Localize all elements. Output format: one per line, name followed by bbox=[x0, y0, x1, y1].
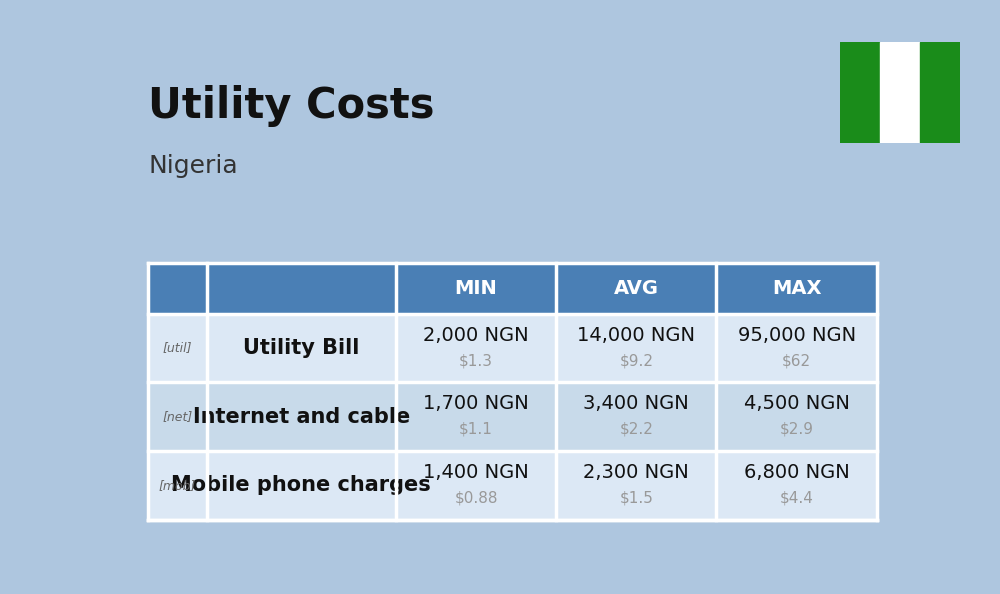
Text: 14,000 NGN: 14,000 NGN bbox=[577, 326, 695, 345]
Text: Internet and cable: Internet and cable bbox=[193, 407, 410, 426]
Text: $1.5: $1.5 bbox=[619, 491, 653, 505]
Text: Nigeria: Nigeria bbox=[148, 154, 238, 178]
Text: $4.4: $4.4 bbox=[780, 491, 814, 505]
Text: $0.88: $0.88 bbox=[454, 491, 498, 505]
Text: $2.9: $2.9 bbox=[780, 422, 814, 437]
Text: $1.3: $1.3 bbox=[459, 353, 493, 368]
FancyBboxPatch shape bbox=[152, 323, 203, 373]
Text: 1,400 NGN: 1,400 NGN bbox=[423, 463, 529, 482]
FancyBboxPatch shape bbox=[148, 263, 877, 314]
Bar bbox=[840, 42, 880, 143]
Bar bbox=[920, 42, 960, 143]
Text: MAX: MAX bbox=[772, 279, 821, 298]
FancyBboxPatch shape bbox=[148, 314, 877, 383]
Text: AVG: AVG bbox=[614, 279, 659, 298]
Text: [net]: [net] bbox=[162, 410, 193, 423]
Text: 4,500 NGN: 4,500 NGN bbox=[744, 394, 850, 413]
Text: 2,300 NGN: 2,300 NGN bbox=[583, 463, 689, 482]
Text: 1,700 NGN: 1,700 NGN bbox=[423, 394, 529, 413]
Text: $62: $62 bbox=[782, 353, 811, 368]
Text: 2,000 NGN: 2,000 NGN bbox=[423, 326, 529, 345]
Text: $9.2: $9.2 bbox=[619, 353, 653, 368]
Text: [mob]: [mob] bbox=[159, 479, 196, 492]
Text: 95,000 NGN: 95,000 NGN bbox=[738, 326, 856, 345]
FancyBboxPatch shape bbox=[148, 383, 877, 451]
FancyBboxPatch shape bbox=[152, 460, 203, 510]
Text: [util]: [util] bbox=[163, 342, 192, 355]
Text: MIN: MIN bbox=[455, 279, 497, 298]
Text: 6,800 NGN: 6,800 NGN bbox=[744, 463, 849, 482]
Text: Utility Costs: Utility Costs bbox=[148, 85, 435, 127]
FancyBboxPatch shape bbox=[148, 451, 877, 520]
Text: $1.1: $1.1 bbox=[459, 422, 493, 437]
Text: 3,400 NGN: 3,400 NGN bbox=[583, 394, 689, 413]
Text: $2.2: $2.2 bbox=[619, 422, 653, 437]
Text: Mobile phone charges: Mobile phone charges bbox=[171, 475, 431, 495]
FancyBboxPatch shape bbox=[152, 391, 203, 442]
Text: Utility Bill: Utility Bill bbox=[243, 338, 359, 358]
Bar bbox=[880, 42, 920, 143]
